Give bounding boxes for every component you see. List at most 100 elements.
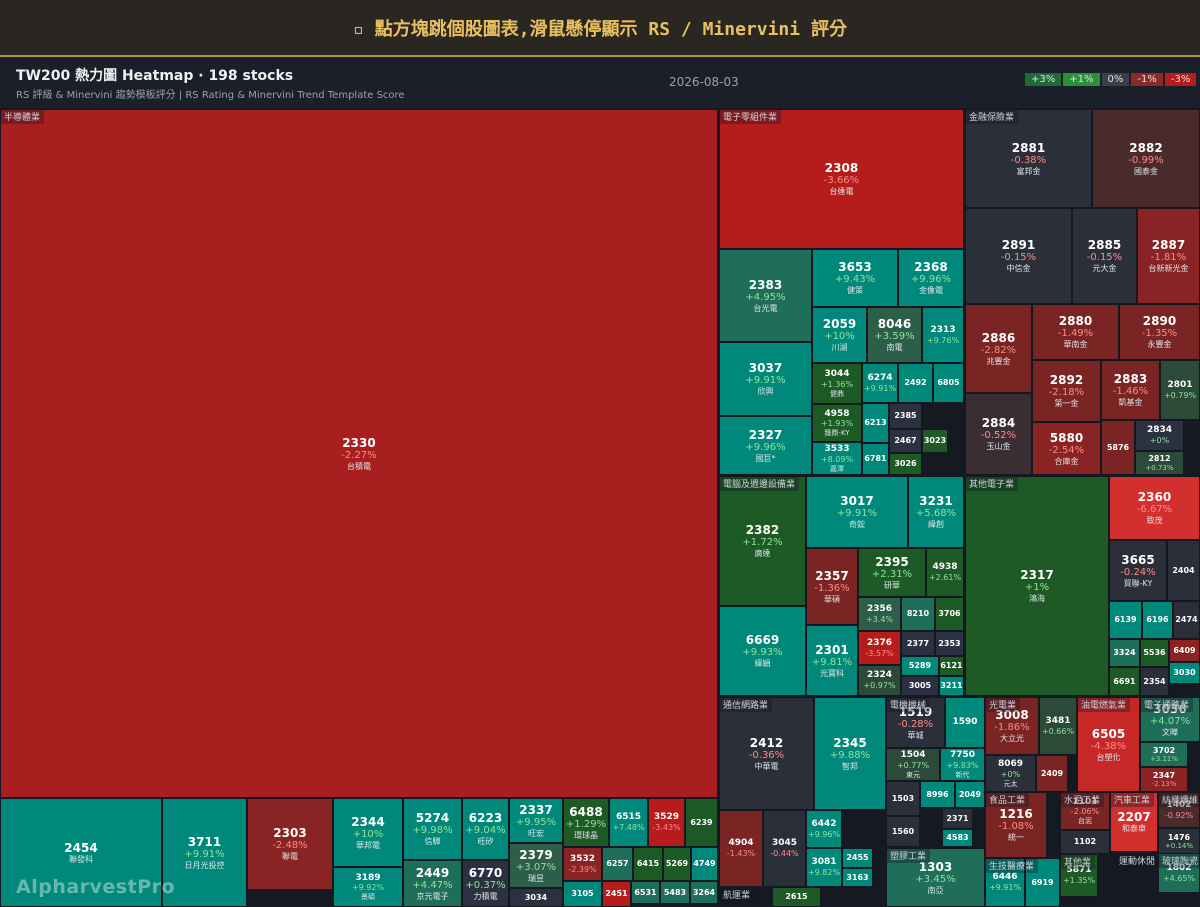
- stock-tile[interactable]: 2892 -2.18% 第一金: [1032, 360, 1101, 422]
- stock-tile[interactable]: 1504 +0.77% 東元: [886, 748, 940, 781]
- stock-tile[interactable]: 8069 +0% 元太: [985, 755, 1036, 792]
- stock-tile[interactable]: 2353: [935, 631, 964, 656]
- stock-tile[interactable]: 2330 -2.27% 台積電: [0, 109, 718, 798]
- stock-tile[interactable]: 5876: [1101, 420, 1135, 475]
- stock-tile[interactable]: 3211: [939, 676, 964, 696]
- stock-tile[interactable]: 7750 +9.83% 新代: [940, 748, 985, 781]
- stock-tile[interactable]: 6770 +0.37% 力積電: [462, 860, 509, 907]
- stock-tile[interactable]: 5269: [663, 847, 691, 881]
- stock-tile[interactable]: 3653 +9.43% 健策: [812, 249, 898, 307]
- stock-tile[interactable]: 5289: [901, 656, 939, 676]
- stock-tile[interactable]: 2324 +0.97%: [858, 665, 901, 696]
- stock-tile[interactable]: 2368 +9.96% 金像電: [898, 249, 964, 307]
- stock-tile[interactable]: 3105: [563, 881, 602, 907]
- stock-tile[interactable]: 3706: [935, 597, 964, 631]
- stock-tile[interactable]: 2886 -2.82% 兆豐金: [965, 304, 1032, 393]
- stock-tile[interactable]: 2301 +9.81% 光寶科: [806, 625, 858, 696]
- stock-tile[interactable]: 3030: [1169, 662, 1200, 684]
- stock-tile[interactable]: 2449 +4.47% 京元電子: [403, 860, 462, 907]
- stock-tile[interactable]: 6213: [862, 403, 889, 443]
- stock-tile[interactable]: 6274 +9.91%: [862, 363, 898, 403]
- stock-tile[interactable]: 3231 +5.68% 緯創: [908, 476, 964, 548]
- stock-tile[interactable]: 6196: [1142, 601, 1173, 639]
- stock-tile[interactable]: 1503: [886, 781, 920, 816]
- stock-tile[interactable]: 2615: [772, 887, 821, 907]
- stock-tile[interactable]: 4958 +1.93% 臻鼎-KY: [812, 404, 862, 442]
- stock-tile[interactable]: 1402 -0.92%: [1158, 792, 1200, 828]
- stock-tile[interactable]: 4583: [942, 829, 973, 847]
- stock-tile[interactable]: 2371: [942, 808, 973, 829]
- stock-tile[interactable]: 3081 +9.82%: [806, 848, 842, 887]
- stock-tile[interactable]: 4749: [691, 847, 718, 881]
- stock-tile[interactable]: 6805: [933, 363, 964, 403]
- stock-tile[interactable]: 2317 +1% 鴻海: [965, 476, 1109, 696]
- stock-tile[interactable]: 2344 +10% 華邦電: [333, 798, 403, 867]
- stock-tile[interactable]: 3702 +3.11%: [1140, 742, 1188, 767]
- stock-tile[interactable]: 3023: [922, 429, 948, 453]
- stock-tile[interactable]: 2337 +9.95% 旺宏: [509, 798, 563, 843]
- stock-tile[interactable]: 2455: [842, 848, 873, 868]
- stock-tile[interactable]: 2376 -3.57%: [858, 631, 901, 665]
- stock-tile[interactable]: 6239: [685, 798, 718, 847]
- stock-tile[interactable]: 3163: [842, 868, 873, 887]
- stock-tile[interactable]: 2891 -0.15% 中信金: [965, 208, 1072, 304]
- stock-tile[interactable]: 2059 +10% 川湖: [812, 307, 867, 363]
- stock-tile[interactable]: 3529 -3.43%: [648, 798, 685, 847]
- stock-tile[interactable]: 6121: [939, 656, 964, 676]
- stock-tile[interactable]: 3008 -1.86% 大立光: [985, 697, 1039, 755]
- stock-tile[interactable]: 2880 -1.49% 華南金: [1032, 304, 1119, 360]
- stock-tile[interactable]: 3036 +4.07% 文曄: [1140, 697, 1200, 742]
- stock-tile[interactable]: 6139: [1109, 601, 1142, 639]
- stock-tile[interactable]: 6409: [1169, 639, 1200, 662]
- stock-tile[interactable]: 2303 -2.48% 聯電: [247, 798, 333, 890]
- stock-tile[interactable]: 1476 +0.14%: [1158, 828, 1200, 855]
- stock-tile[interactable]: 2379 +3.07% 瑞昱: [509, 843, 563, 888]
- stock-tile[interactable]: 6919: [1025, 858, 1060, 907]
- stock-tile[interactable]: 2412 -0.36% 中華電: [719, 697, 814, 810]
- stock-tile[interactable]: 1590: [945, 697, 985, 748]
- stock-tile[interactable]: 2049: [955, 781, 985, 808]
- stock-tile[interactable]: 1802 +4.65%: [1158, 853, 1200, 893]
- stock-tile[interactable]: 3532 -2.39%: [563, 847, 602, 881]
- stock-tile[interactable]: 3533 +8.09% 嘉澤: [812, 442, 862, 475]
- stock-tile[interactable]: 2382 +1.72% 廣達: [719, 476, 806, 606]
- stock-tile[interactable]: 2451: [602, 881, 631, 907]
- stock-tile[interactable]: 2327 +9.96% 國巨*: [719, 416, 812, 475]
- stock-tile[interactable]: 6257: [602, 847, 633, 881]
- stock-tile[interactable]: 5871 +1.35%: [1060, 854, 1098, 897]
- stock-tile[interactable]: 2345 +9.88% 智邦: [814, 697, 886, 810]
- stock-tile[interactable]: 3324: [1109, 639, 1140, 667]
- stock-tile[interactable]: 2360 -6.67% 致茂: [1109, 476, 1200, 540]
- stock-tile[interactable]: 6488 +1.29% 環球晶: [563, 798, 609, 847]
- stock-tile[interactable]: 2887 -1.81% 台新新光金: [1137, 208, 1200, 304]
- stock-tile[interactable]: 2812 +0.73%: [1135, 451, 1184, 475]
- stock-tile[interactable]: 1560: [886, 816, 920, 847]
- stock-tile[interactable]: 2885 -0.15% 元大金: [1072, 208, 1137, 304]
- stock-tile[interactable]: 2395 +2.31% 研華: [858, 548, 926, 597]
- stock-tile[interactable]: 6691: [1109, 667, 1140, 696]
- stock-tile[interactable]: 8046 +3.59% 南電: [867, 307, 922, 363]
- stock-tile[interactable]: 2377: [901, 631, 935, 656]
- stock-tile[interactable]: 3481 +0.66%: [1039, 697, 1077, 755]
- stock-tile[interactable]: 1101 -2.06% 台泥: [1060, 792, 1110, 830]
- stock-tile[interactable]: 2884 -0.52% 玉山金: [965, 393, 1032, 475]
- stock-tile[interactable]: 2207 和泰車: [1110, 792, 1158, 852]
- stock-tile[interactable]: 2883 -1.46% 凱基金: [1101, 360, 1160, 420]
- stock-tile[interactable]: 8996: [920, 781, 955, 808]
- stock-tile[interactable]: 3189 +9.92% 景碩: [333, 867, 403, 907]
- stock-tile[interactable]: 2357 -1.36% 華碩: [806, 548, 858, 625]
- stock-tile[interactable]: 3005: [901, 676, 939, 696]
- stock-tile[interactable]: 5880 -2.54% 合庫金: [1032, 422, 1101, 475]
- stock-tile[interactable]: 2492: [898, 363, 933, 403]
- stock-tile[interactable]: 2890 -1.35% 永豐金: [1119, 304, 1200, 360]
- stock-tile[interactable]: 3037 +9.91% 欣興: [719, 342, 812, 416]
- stock-tile[interactable]: 6669 +9.93% 緯穎: [719, 606, 806, 696]
- stock-tile[interactable]: 1216 -1.08% 統一: [985, 792, 1047, 858]
- stock-tile[interactable]: 6531: [631, 881, 660, 904]
- stock-tile[interactable]: 3665 -0.24% 貿聯-KY: [1109, 540, 1167, 601]
- stock-tile[interactable]: 3044 +1.36% 健鼎: [812, 363, 862, 404]
- stock-tile[interactable]: 4904 -1.43%: [719, 810, 763, 887]
- stock-tile[interactable]: 4938 +2.61%: [926, 548, 964, 597]
- stock-tile[interactable]: 2409: [1036, 755, 1068, 792]
- stock-tile[interactable]: 2882 -0.99% 國泰金: [1092, 109, 1200, 208]
